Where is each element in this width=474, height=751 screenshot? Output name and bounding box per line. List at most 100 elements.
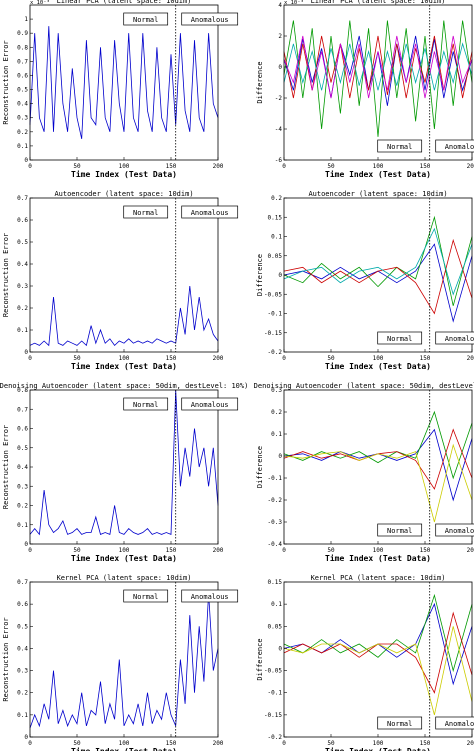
anomalous-box-frame xyxy=(435,716,474,730)
y-tick-label: 0.5 xyxy=(17,87,28,94)
x-tick-label: 100 xyxy=(119,740,130,747)
x-tick-label: 150 xyxy=(166,547,177,554)
series-line-2 xyxy=(283,410,473,480)
y-tick-label: 0.8 xyxy=(17,44,28,51)
normal-box-frame xyxy=(123,589,169,603)
y-tick-label: 0.05 xyxy=(268,623,283,630)
x-tick-label: 50 xyxy=(73,740,81,747)
x-tick-label: 100 xyxy=(373,163,384,170)
x-tick-label: 200 xyxy=(213,547,224,554)
axes-frame xyxy=(283,581,473,738)
normal-label: Normal xyxy=(387,720,412,728)
normal-label-box: Normal xyxy=(123,589,169,603)
panel-1: Normal Anomalous 0 50 100 150 200 0 0.1 0.2 0.3 0.4… xyxy=(2,0,239,179)
normal-label-box: Normal xyxy=(123,397,169,411)
y-tick-label: -0.05 xyxy=(264,668,282,675)
y-tick-label: -0.1 xyxy=(268,475,283,482)
x-tick-label: 200 xyxy=(213,163,224,170)
y-axis-label: Reconstruction Error xyxy=(2,425,10,509)
y-tick-label: 0.6 xyxy=(17,217,28,224)
normal-label: Normal xyxy=(387,143,412,151)
x-axis-label: Time Index (Test Data) xyxy=(71,553,177,563)
y-tick-label: 0.1 xyxy=(271,431,282,438)
y-tick-label: 0.2 xyxy=(17,690,28,697)
normal-label: Normal xyxy=(133,401,158,409)
chart-title: Linear PCA (latent space: 10dim) xyxy=(311,0,446,5)
y-tick-label: 0 xyxy=(24,157,28,164)
series-line-1 xyxy=(29,593,219,729)
y-axis-label: Reconstruction Error xyxy=(2,233,10,317)
anomalous-label: Anomalous xyxy=(445,335,474,343)
anomalous-label: Anomalous xyxy=(445,143,474,151)
x-tick-label: 50 xyxy=(73,163,81,170)
x-tick-label: 150 xyxy=(420,355,431,362)
y-tick-label: 2 xyxy=(278,33,282,40)
y-tick-label: 0.1 xyxy=(271,601,282,608)
x-tick-label: 0 xyxy=(282,355,286,362)
x-axis-label: Time Index (Test Data) xyxy=(71,746,177,751)
y-axis-label: Difference xyxy=(256,446,264,488)
series-line-2 xyxy=(283,593,473,673)
axes-frame xyxy=(29,197,219,353)
x-tick-label: 150 xyxy=(420,163,431,170)
x-tick-label: 150 xyxy=(166,355,177,362)
axis-exponent-label: x 10⁻³ xyxy=(284,0,304,6)
y-tick-label: 0.4 xyxy=(17,261,28,268)
panel-3: Normal Anomalous 0 50 100 150 200 0 0.1 0.2 0.3 0.4… xyxy=(2,190,239,371)
normal-box-frame xyxy=(123,12,169,26)
normal-box-frame xyxy=(377,523,423,537)
x-axis-label: Time Index (Test Data) xyxy=(71,169,177,179)
y-tick-label: 0.6 xyxy=(17,426,28,433)
series-line-1 xyxy=(29,285,219,347)
anomalous-box-frame xyxy=(181,589,239,603)
y-axis-label: Difference xyxy=(256,638,264,680)
x-tick-label: 100 xyxy=(119,547,130,554)
x-tick-label: 0 xyxy=(282,163,286,170)
y-axis-label: Reconstruction Error xyxy=(2,40,10,124)
x-tick-label: 200 xyxy=(467,163,474,170)
series-line-3 xyxy=(283,35,473,99)
x-tick-label: 0 xyxy=(28,163,32,170)
x-tick-label: 0 xyxy=(28,740,32,747)
x-axis-label: Time Index (Test Data) xyxy=(325,361,431,371)
series-line-3 xyxy=(283,428,473,490)
y-tick-label: -0.1 xyxy=(268,311,283,318)
normal-label: Normal xyxy=(133,593,158,601)
x-tick-label: 200 xyxy=(213,740,224,747)
y-tick-label: 0 xyxy=(278,453,282,460)
series-line-1 xyxy=(283,243,473,323)
series-line-4 xyxy=(283,42,473,91)
normal-label-box: Normal xyxy=(377,523,423,537)
anomalous-box-frame xyxy=(181,12,239,26)
x-tick-label: 150 xyxy=(420,547,431,554)
x-tick-label: 100 xyxy=(373,355,384,362)
x-tick-label: 50 xyxy=(327,355,335,362)
y-tick-label: 0.15 xyxy=(268,214,283,221)
y-tick-label: 0.1 xyxy=(17,327,28,334)
y-tick-label: 0.3 xyxy=(271,387,282,394)
axes-frame xyxy=(29,4,219,161)
y-tick-label: 4 xyxy=(278,2,282,9)
y-tick-label: -0.05 xyxy=(264,291,282,298)
normal-box-frame xyxy=(123,205,169,219)
anomalous-label-box: Anomalous xyxy=(435,331,474,345)
series-line-5 xyxy=(283,35,473,99)
y-tick-label: 0.6 xyxy=(17,72,28,79)
axes-frame xyxy=(29,581,219,738)
y-tick-label: 0 xyxy=(24,734,28,741)
y-tick-label: 0.1 xyxy=(17,143,28,150)
x-axis-label: Time Index (Test Data) xyxy=(325,746,431,751)
y-tick-label: 0.1 xyxy=(271,234,282,241)
y-tick-label: 0.2 xyxy=(271,195,282,202)
series-line-3 xyxy=(283,238,473,315)
x-tick-label: 100 xyxy=(373,740,384,747)
y-tick-label: 0.2 xyxy=(17,305,28,312)
chart-title: Autoencoder (latent space: 10dim) xyxy=(54,190,193,198)
anomalous-label: Anomalous xyxy=(191,209,229,217)
series-line-2 xyxy=(283,215,473,306)
anomalous-label-box: Anomalous xyxy=(181,12,239,26)
y-tick-label: 1 xyxy=(24,16,28,23)
chart-title: Autoencoder (latent space: 10dim) xyxy=(308,190,447,198)
x-tick-label: 200 xyxy=(467,355,474,362)
chart-title: Linear PCA (latent space: 10dim) xyxy=(57,0,192,5)
